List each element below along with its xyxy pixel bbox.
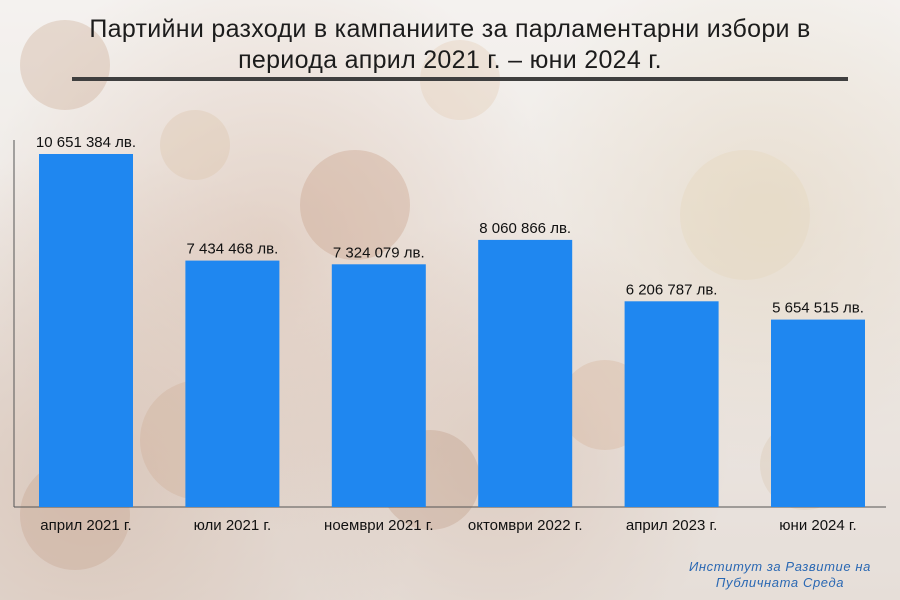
category-label-1: април 2021 г. <box>40 517 131 534</box>
chart-title: Партийни разходи в кампаниите за парламе… <box>89 15 811 74</box>
coin-decoration <box>160 110 230 180</box>
value-label-2: 7 434 468 лв. <box>187 241 279 258</box>
bar-6 <box>771 319 865 507</box>
bar-2 <box>185 260 280 507</box>
bar-3 <box>331 264 426 507</box>
title-underline <box>72 77 848 81</box>
category-label-6: юни 2024 г. <box>779 517 856 534</box>
value-label-3: 7 324 079 лв. <box>333 244 425 261</box>
coin-decoration <box>20 20 110 110</box>
bar-5 <box>624 301 719 507</box>
value-label-1: 10 651 384 лв. <box>36 134 136 151</box>
category-label-2: юли 2021 г. <box>194 517 272 534</box>
value-label-6: 5 654 515 лв. <box>772 300 864 317</box>
category-label-5: април 2023 г. <box>626 517 717 534</box>
value-label-5: 6 206 787 лв. <box>626 281 718 298</box>
bar-4 <box>478 239 573 507</box>
category-label-3: ноември 2021 г. <box>324 517 433 534</box>
value-label-4: 8 060 866 лв. <box>479 220 571 237</box>
institute-watermark: Институт за Развитие на Публичната Среда <box>689 559 871 590</box>
coin-decoration <box>300 150 410 260</box>
bar-1 <box>39 154 133 507</box>
category-label-4: октомври 2022 г. <box>468 517 583 534</box>
coin-decoration <box>680 150 810 280</box>
